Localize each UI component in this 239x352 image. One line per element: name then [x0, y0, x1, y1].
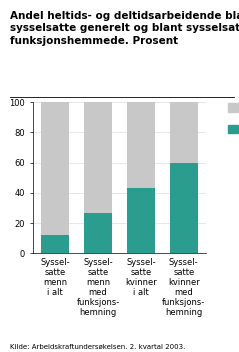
Bar	[170, 102, 198, 163]
Bar	[41, 235, 69, 253]
Bar	[127, 102, 155, 188]
Bar	[41, 102, 69, 235]
Bar	[84, 213, 112, 253]
Bar	[84, 102, 112, 213]
Bar	[127, 188, 155, 253]
Bar	[170, 163, 198, 253]
Text: Kilde: Arbeidskraftundersøkelsen. 2. kvartal 2003.: Kilde: Arbeidskraftundersøkelsen. 2. kva…	[10, 344, 185, 350]
Text: Andel heltids- og deltidsarbeidende blant
sysselsatte generelt og blant sysselsa: Andel heltids- og deltidsarbeidende blan…	[10, 11, 239, 46]
Legend: Heltid, Deltid: Heltid, Deltid	[228, 103, 239, 134]
